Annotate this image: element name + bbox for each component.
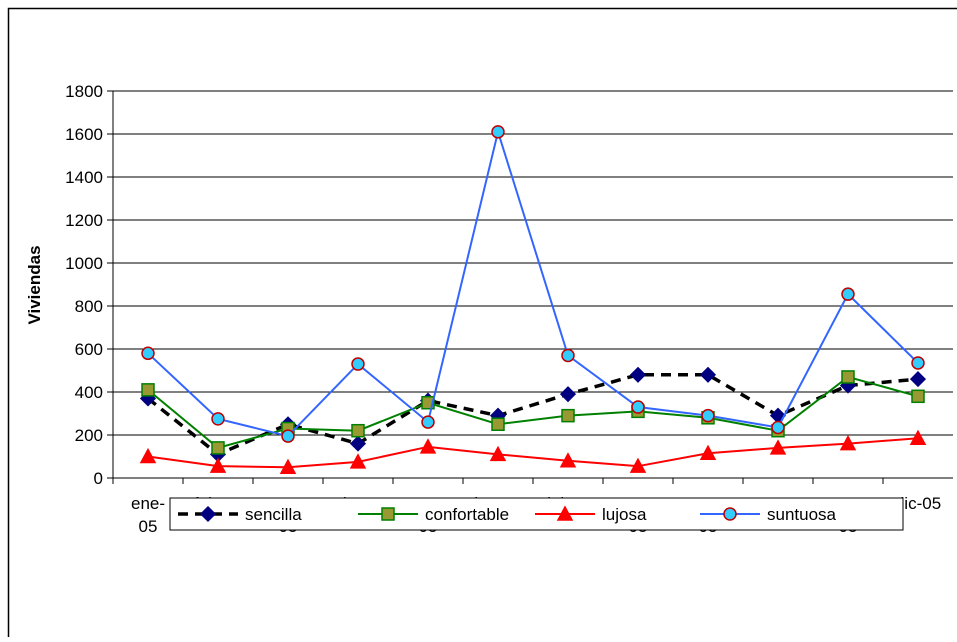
marker (912, 357, 924, 369)
marker (382, 508, 394, 520)
y-tick-label: 600 (75, 340, 103, 359)
marker (422, 416, 434, 428)
marker (352, 425, 364, 437)
marker (562, 410, 574, 422)
legend-label: lujosa (602, 505, 647, 524)
y-tick-label: 1400 (65, 168, 103, 187)
marker (562, 349, 574, 361)
legend-label: confortable (425, 505, 509, 524)
y-tick-label: 0 (94, 469, 103, 488)
marker (212, 413, 224, 425)
y-axis-label: Viviendas (25, 245, 44, 324)
marker (632, 401, 644, 413)
marker (492, 418, 504, 430)
marker (842, 288, 854, 300)
marker (282, 430, 294, 442)
y-tick-label: 1000 (65, 254, 103, 273)
y-tick-label: 1800 (65, 82, 103, 101)
marker (142, 347, 154, 359)
legend-label: sencilla (245, 505, 302, 524)
y-tick-label: 1200 (65, 211, 103, 230)
legend-label: suntuosa (767, 505, 837, 524)
y-tick-label: 1600 (65, 125, 103, 144)
marker (772, 421, 784, 433)
marker (702, 410, 714, 422)
marker (142, 384, 154, 396)
y-tick-label: 800 (75, 297, 103, 316)
marker (724, 508, 736, 520)
y-tick-label: 200 (75, 426, 103, 445)
marker (492, 126, 504, 138)
marker (842, 371, 854, 383)
y-tick-label: 400 (75, 383, 103, 402)
marker (352, 358, 364, 370)
chart-frame (9, 9, 957, 638)
marker (212, 442, 224, 454)
marker (912, 390, 924, 402)
